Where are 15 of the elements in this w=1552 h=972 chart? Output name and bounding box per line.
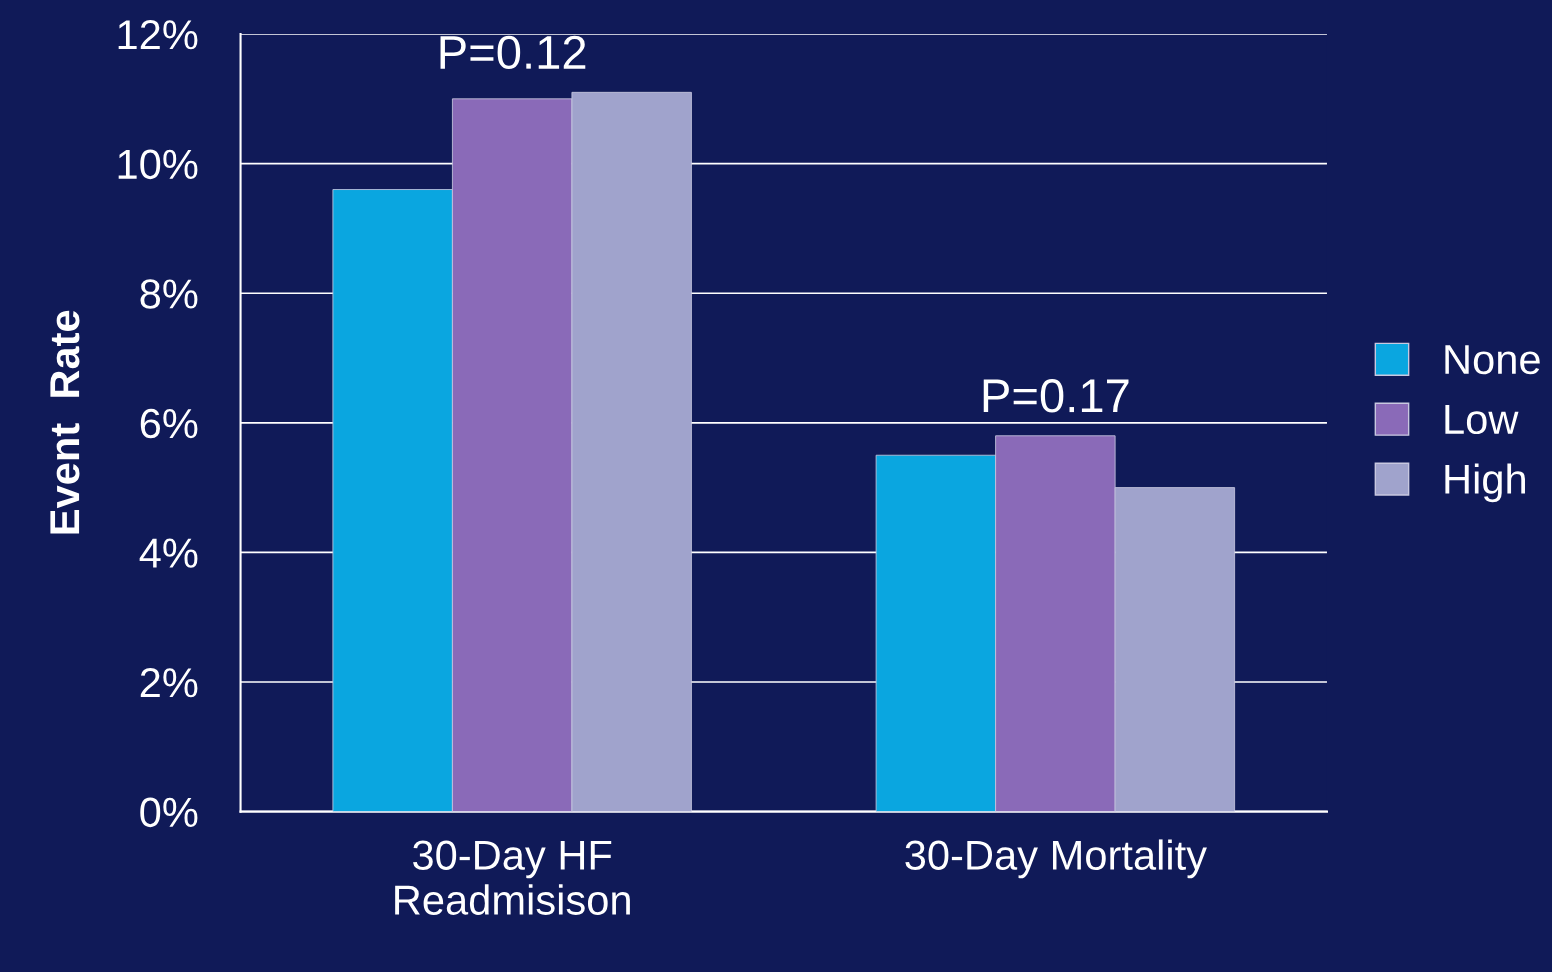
x-tick-label: 30-Day Mortality [905, 839, 1207, 879]
y-tick-label: 0% [140, 797, 198, 828]
x-tick-label: 30-Day HF Readmisison [395, 840, 630, 915]
y-tick-label: 12% [118, 20, 198, 50]
annotation: P=0.12 [440, 35, 586, 70]
y-tick-label: 4% [139, 538, 198, 568]
y-axis-title: Event Rate [50, 310, 80, 534]
legend-label: None [1445, 345, 1540, 375]
y-tick-label: 6% [140, 408, 198, 439]
annotation: P=0.17 [983, 379, 1129, 413]
y-tick-label: 10% [118, 149, 198, 180]
legend-label: Low [1445, 405, 1519, 435]
legend-label: High [1445, 463, 1525, 503]
y-tick-label: 8% [140, 279, 198, 309]
y-tick-label: 2% [140, 668, 198, 698]
